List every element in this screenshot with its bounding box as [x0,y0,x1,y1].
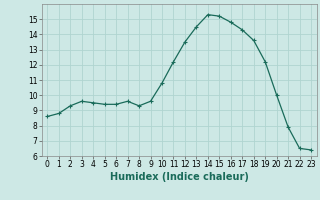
X-axis label: Humidex (Indice chaleur): Humidex (Indice chaleur) [110,172,249,182]
